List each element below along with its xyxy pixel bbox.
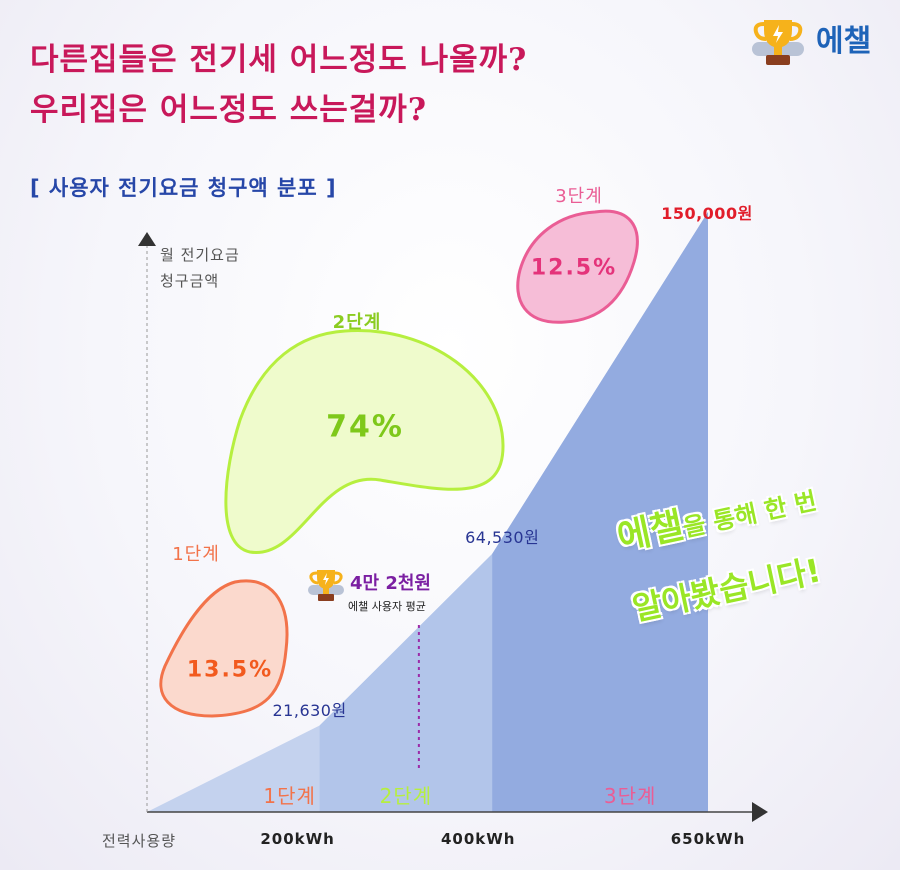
x-tick-label: 400kWh [440, 830, 516, 848]
tier2-share-blob [224, 329, 505, 554]
x-tick-label: 200kWh [260, 830, 335, 848]
x-axis-label: 전력사용량 [102, 832, 177, 850]
tier1-share: 13.5% [186, 657, 274, 683]
tier1-band-label: 1단계 [263, 784, 316, 808]
brand-logo-text: 에챌 [816, 24, 872, 59]
tier1-blob-title: 1단계 [172, 544, 220, 565]
tier3-blob-title: 3단계 [555, 186, 603, 207]
tier2-blob-title: 2단계 [332, 312, 382, 333]
tier3-share-blob [516, 209, 639, 324]
price-label-200kwh: 21,630원 [272, 701, 347, 721]
y-axis-label-line-2: 청구금액 [160, 272, 220, 290]
headline-line-1: 다른집들은 전기세 어느정도 나올까? [30, 42, 528, 78]
area-layer [147, 212, 708, 812]
tier3-share: 12.5% [530, 255, 618, 281]
y-axis-label-line-1: 월 전기요금 [160, 246, 240, 264]
x-axis-arrow [752, 802, 768, 822]
average-bill-label: 4만 2천원 [350, 573, 431, 594]
tier2-band-label: 2단계 [379, 784, 433, 808]
trophy-icon [308, 570, 344, 601]
chart-title: [ 사용자 전기요금 청구액 분포 ] [30, 176, 337, 200]
headline-line-2: 우리집은 어느정도 쓰는걸까? [30, 92, 427, 128]
tier3-band [492, 212, 708, 812]
tier2-share: 74% [326, 409, 404, 445]
average-bill-sublabel: 에챌 사용자 평균 [348, 600, 426, 613]
tier1-share-blob [159, 579, 289, 718]
trophy-icon [752, 20, 804, 65]
price-label-400kwh: 64,530원 [465, 527, 540, 547]
y-axis-arrow [138, 232, 156, 246]
tier3-band-label: 3단계 [603, 784, 657, 808]
x-tick-label: 650kWh [670, 830, 746, 848]
price-label-650kwh: 150,000원 [661, 204, 753, 223]
